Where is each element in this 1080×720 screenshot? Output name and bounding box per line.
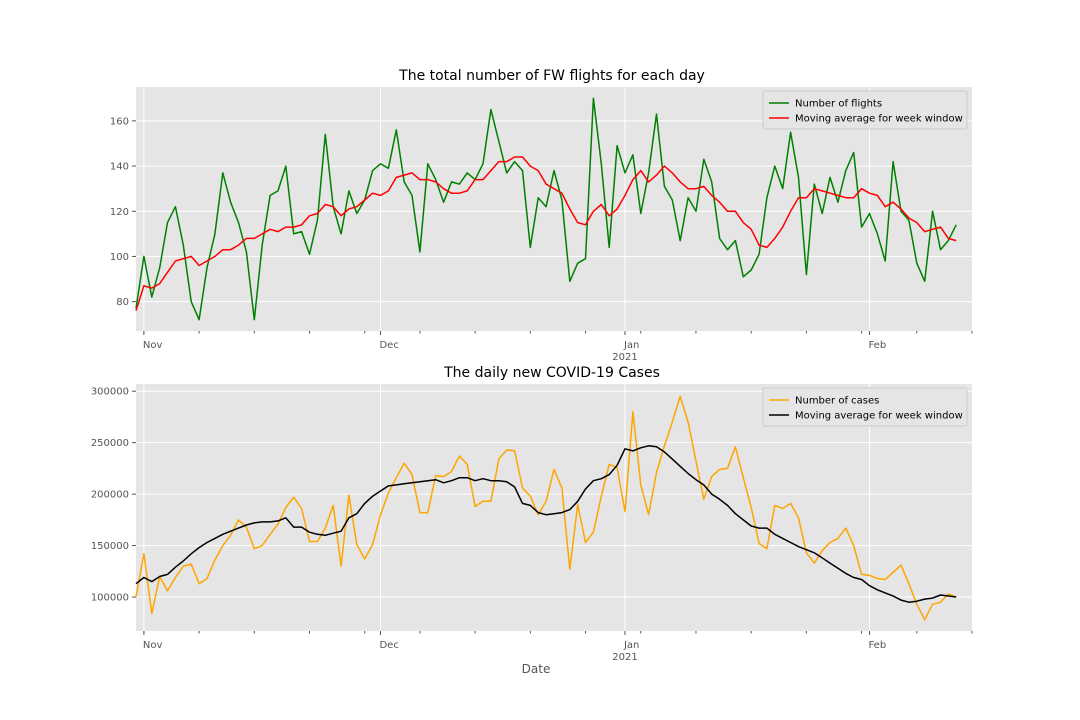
flights-y-tick-label: 120: [110, 207, 129, 218]
flights-y-tick-label: 160: [110, 116, 129, 127]
cases-legend-entry: Number of cases: [795, 396, 879, 407]
cases-x-tick-label: Jan: [623, 640, 639, 651]
flights-chart-title: The total number of FW flights for each …: [398, 68, 705, 84]
flights-series-line-1: [135, 156, 957, 311]
cases-legend-box: [762, 387, 968, 427]
cases-x-axis-label: Date: [522, 662, 551, 676]
flights-y-tick-label: 100: [110, 252, 129, 263]
cases-x-tick-sublabel: 2021: [612, 652, 637, 663]
cases-series-line-1: [135, 445, 957, 603]
cases-y-tick-label: 250000: [91, 438, 129, 449]
flights-series-line-0: [135, 97, 957, 321]
cases-chart-title: The daily new COVID-19 Cases: [443, 365, 660, 381]
cases-y-tick-label: 100000: [91, 593, 129, 604]
cases-x-tick-label: Dec: [379, 640, 398, 651]
flights-legend: Number of flights Moving average for week…: [762, 90, 968, 130]
flights-legend-box: [762, 90, 968, 130]
flights-legend-entry: Number of flights: [795, 99, 882, 110]
flights-legend-entry: Moving average for week window: [795, 114, 963, 125]
flights-x-tick-label: Jan: [623, 340, 639, 351]
flights-x-tick-label: Dec: [379, 340, 398, 351]
cases-y-tick-label: 200000: [91, 490, 129, 501]
cases-legend-entry: Moving average for week window: [795, 411, 963, 422]
flights-x-tick-sublabel: 2021: [612, 352, 637, 363]
cases-x-tick-label: Nov: [143, 640, 163, 651]
flights-x-tick-label: Feb: [868, 340, 886, 351]
covid-cases-chart: 100000 150000 200000 250000 300000 Nov Dec Jan2…: [91, 365, 973, 676]
cases-series-line-0: [135, 395, 957, 621]
cases-y-tick-label: 300000: [91, 387, 129, 398]
flights-y-tick-label: 140: [110, 162, 129, 173]
cases-x-tick-label: Feb: [868, 640, 886, 651]
cases-legend: Number of cases Moving average for week w…: [762, 387, 968, 427]
cases-y-tick-label: 150000: [91, 541, 129, 552]
flights-x-tick-label: Nov: [143, 340, 163, 351]
flights-y-tick-label: 80: [116, 297, 129, 308]
